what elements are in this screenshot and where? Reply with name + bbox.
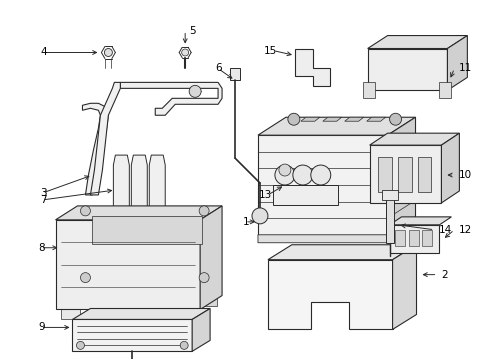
Text: 9: 9 [38, 323, 45, 332]
Text: 5: 5 [189, 26, 196, 36]
Text: 11: 11 [458, 63, 472, 73]
Circle shape [252, 208, 268, 224]
Bar [417, 157, 432, 192]
Bar [55, 220, 200, 310]
Text: 14: 14 [439, 225, 452, 235]
Circle shape [199, 206, 209, 216]
Circle shape [199, 273, 209, 283]
Bar [382, 190, 397, 200]
Bar [61, 310, 80, 319]
Text: 8: 8 [38, 243, 45, 253]
Polygon shape [73, 309, 210, 319]
Bar [175, 310, 195, 319]
Bar [258, 135, 388, 235]
Polygon shape [295, 49, 330, 86]
Bar [390, 225, 440, 253]
Circle shape [189, 85, 201, 97]
Polygon shape [82, 103, 108, 195]
Bar [394, 230, 405, 246]
Circle shape [80, 273, 91, 283]
Bar [409, 230, 418, 246]
Bar [422, 230, 433, 246]
Text: 13: 13 [259, 190, 272, 200]
Polygon shape [390, 217, 451, 225]
Polygon shape [258, 217, 416, 243]
Text: 7: 7 [40, 195, 47, 205]
Bar [368, 49, 447, 90]
Circle shape [76, 341, 84, 349]
Text: 10: 10 [458, 170, 471, 180]
Bar [230, 68, 240, 80]
Text: 2: 2 [441, 270, 448, 280]
Bar [369, 145, 441, 203]
Polygon shape [368, 36, 467, 49]
Polygon shape [131, 155, 147, 240]
Text: 12: 12 [458, 225, 472, 235]
Polygon shape [323, 117, 342, 121]
Polygon shape [192, 309, 210, 351]
Polygon shape [91, 82, 121, 195]
Circle shape [288, 113, 300, 125]
Polygon shape [447, 36, 467, 90]
Circle shape [275, 165, 295, 185]
Bar [440, 82, 451, 98]
Polygon shape [268, 245, 416, 260]
Polygon shape [367, 117, 386, 121]
Polygon shape [121, 82, 222, 115]
Circle shape [180, 341, 188, 349]
Text: 6: 6 [216, 63, 222, 73]
Bar [378, 157, 392, 192]
Circle shape [311, 165, 331, 185]
Circle shape [128, 359, 136, 360]
Polygon shape [113, 155, 129, 240]
Polygon shape [369, 133, 460, 145]
Circle shape [279, 164, 291, 176]
Polygon shape [388, 117, 416, 235]
Polygon shape [258, 117, 416, 135]
Circle shape [182, 49, 189, 56]
Circle shape [390, 113, 401, 125]
Polygon shape [200, 206, 222, 310]
Polygon shape [345, 117, 364, 121]
Polygon shape [441, 133, 460, 203]
Bar [82, 296, 102, 306]
Bar [93, 216, 202, 244]
Bar [273, 185, 338, 205]
Text: 1: 1 [243, 217, 249, 227]
Bar [73, 319, 192, 351]
Bar [197, 296, 217, 306]
Polygon shape [392, 245, 416, 329]
Bar [397, 157, 412, 192]
Circle shape [293, 165, 313, 185]
Circle shape [80, 206, 91, 216]
Polygon shape [55, 206, 222, 220]
Bar [386, 198, 393, 243]
Circle shape [104, 49, 112, 57]
Polygon shape [268, 260, 392, 329]
Text: 15: 15 [264, 45, 277, 55]
Text: 4: 4 [40, 48, 47, 58]
Bar [363, 82, 375, 98]
Polygon shape [301, 117, 320, 121]
Text: 3: 3 [40, 188, 47, 198]
Polygon shape [149, 155, 165, 240]
